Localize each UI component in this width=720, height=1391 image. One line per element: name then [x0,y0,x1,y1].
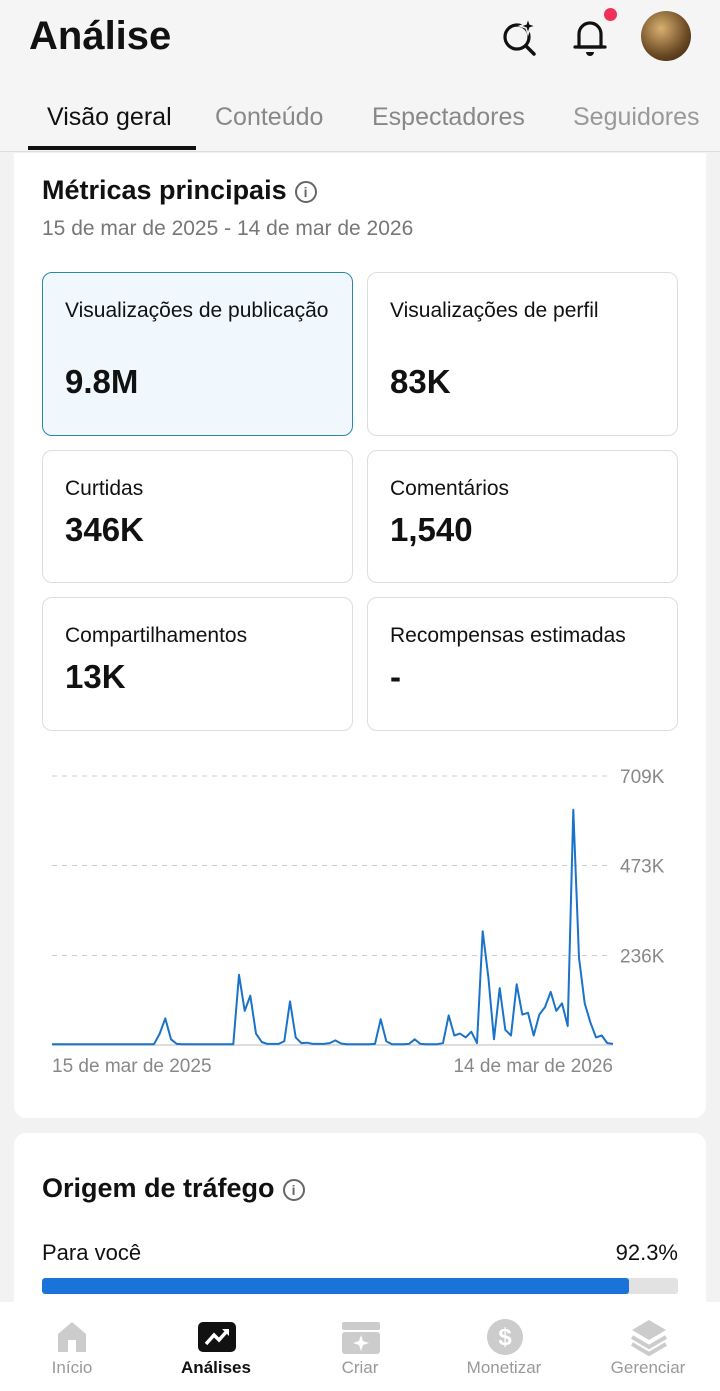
section-title-text: Origem de tráfego [42,1173,275,1203]
nav-label: Gerenciar [610,1358,686,1377]
tab-overview[interactable]: Visão geral [47,103,172,131]
metric-label: Compartilhamentos [65,624,248,647]
views-line-chart[interactable]: 709K 473K 236K 15 de mar de 2025 14 de mar d… [14,753,706,1093]
traffic-source-card: Origem de tráfego i Para você 92.3% [14,1133,706,1333]
layers-icon [630,1320,668,1356]
nav-label: Criar [341,1358,379,1377]
metric-value: 83K [390,363,451,400]
metric-value: 1,540 [390,511,473,548]
metric-label: Recompensas estimadas [390,624,626,647]
metric-card-likes[interactable]: Curtidas 346K [42,450,353,583]
page-title: Análise [29,14,172,58]
section-title: Métricas principais i [42,175,317,206]
nav-home[interactable]: Início [0,1302,144,1391]
avatar[interactable] [641,11,691,61]
active-tab-indicator [28,146,196,150]
info-icon[interactable]: i [282,1178,305,1201]
metric-value: 346K [65,511,144,548]
metric-label: Comentários [390,477,510,500]
x-tick-label: 15 de mar de 2025 [52,1056,212,1077]
key-metrics-card: Métricas principais i 15 de mar de 2025 -… [14,153,706,1118]
nav-manage[interactable]: Gerenciar [576,1302,720,1391]
metric-card-rewards[interactable]: Recompensas estimadas - [367,597,678,731]
metric-card-profile-views[interactable]: Visualizações de perfil 83K [367,272,678,436]
y-tick-label: 236K [620,946,665,967]
metric-value: 13K [65,658,126,695]
metric-label: Visualizações de publicação [65,299,329,322]
metric-card-shares[interactable]: Compartilhamentos 13K [42,597,353,731]
nav-create[interactable]: Criar [288,1302,432,1391]
metric-value: - [390,658,401,695]
traffic-label: Para você [42,1240,142,1265]
info-icon[interactable]: i [294,180,317,203]
metric-label: Visualizações de perfil [390,299,599,322]
home-icon [58,1322,86,1352]
bell-icon[interactable] [568,14,612,58]
metric-value: 9.8M [65,363,139,400]
y-tick-label: 709K [620,767,665,788]
nav-label: Início [51,1358,93,1377]
tab-viewers[interactable]: Espectadores [372,103,525,131]
nav-analytics[interactable]: Análises [144,1302,288,1391]
nav-monetize[interactable]: $ Monetizar [432,1302,576,1391]
views-series-line [52,808,614,1046]
dollar-icon: $ [487,1319,523,1355]
x-tick-label: 14 de mar de 2026 [453,1056,613,1077]
analytics-icon [198,1322,236,1352]
tab-bar: Visão geral Conteúdo Espectadores Seguid… [0,96,720,152]
traffic-progress-fill [42,1278,630,1294]
tab-followers[interactable]: Seguidores [573,103,700,131]
tab-content[interactable]: Conteúdo [215,103,324,131]
traffic-value: 92.3% [615,1240,678,1265]
metric-label: Curtidas [65,477,144,500]
nav-label: Monetizar [466,1358,542,1377]
svg-text:$: $ [498,1324,512,1351]
header: Análise Visão geral Conteúdo Espectadore… [0,0,720,152]
section-title-text: Métricas principais [42,175,287,205]
nav-label: Análises [181,1358,251,1377]
notification-dot [604,8,617,21]
metric-card-comments[interactable]: Comentários 1,540 [367,450,678,583]
sparkle-search-icon[interactable] [498,14,542,58]
metric-card-post-views[interactable]: Visualizações de publicação 9.8M [42,272,353,436]
create-icon [342,1322,380,1354]
traffic-progress-bar [42,1278,678,1294]
section-title: Origem de tráfego i [42,1173,305,1204]
y-tick-label: 473K [620,857,665,878]
date-range: 15 de mar de 2025 - 14 de mar de 2026 [42,217,414,240]
bottom-nav: Início Análises Criar $ Monetizar Gerenci… [0,1302,720,1391]
